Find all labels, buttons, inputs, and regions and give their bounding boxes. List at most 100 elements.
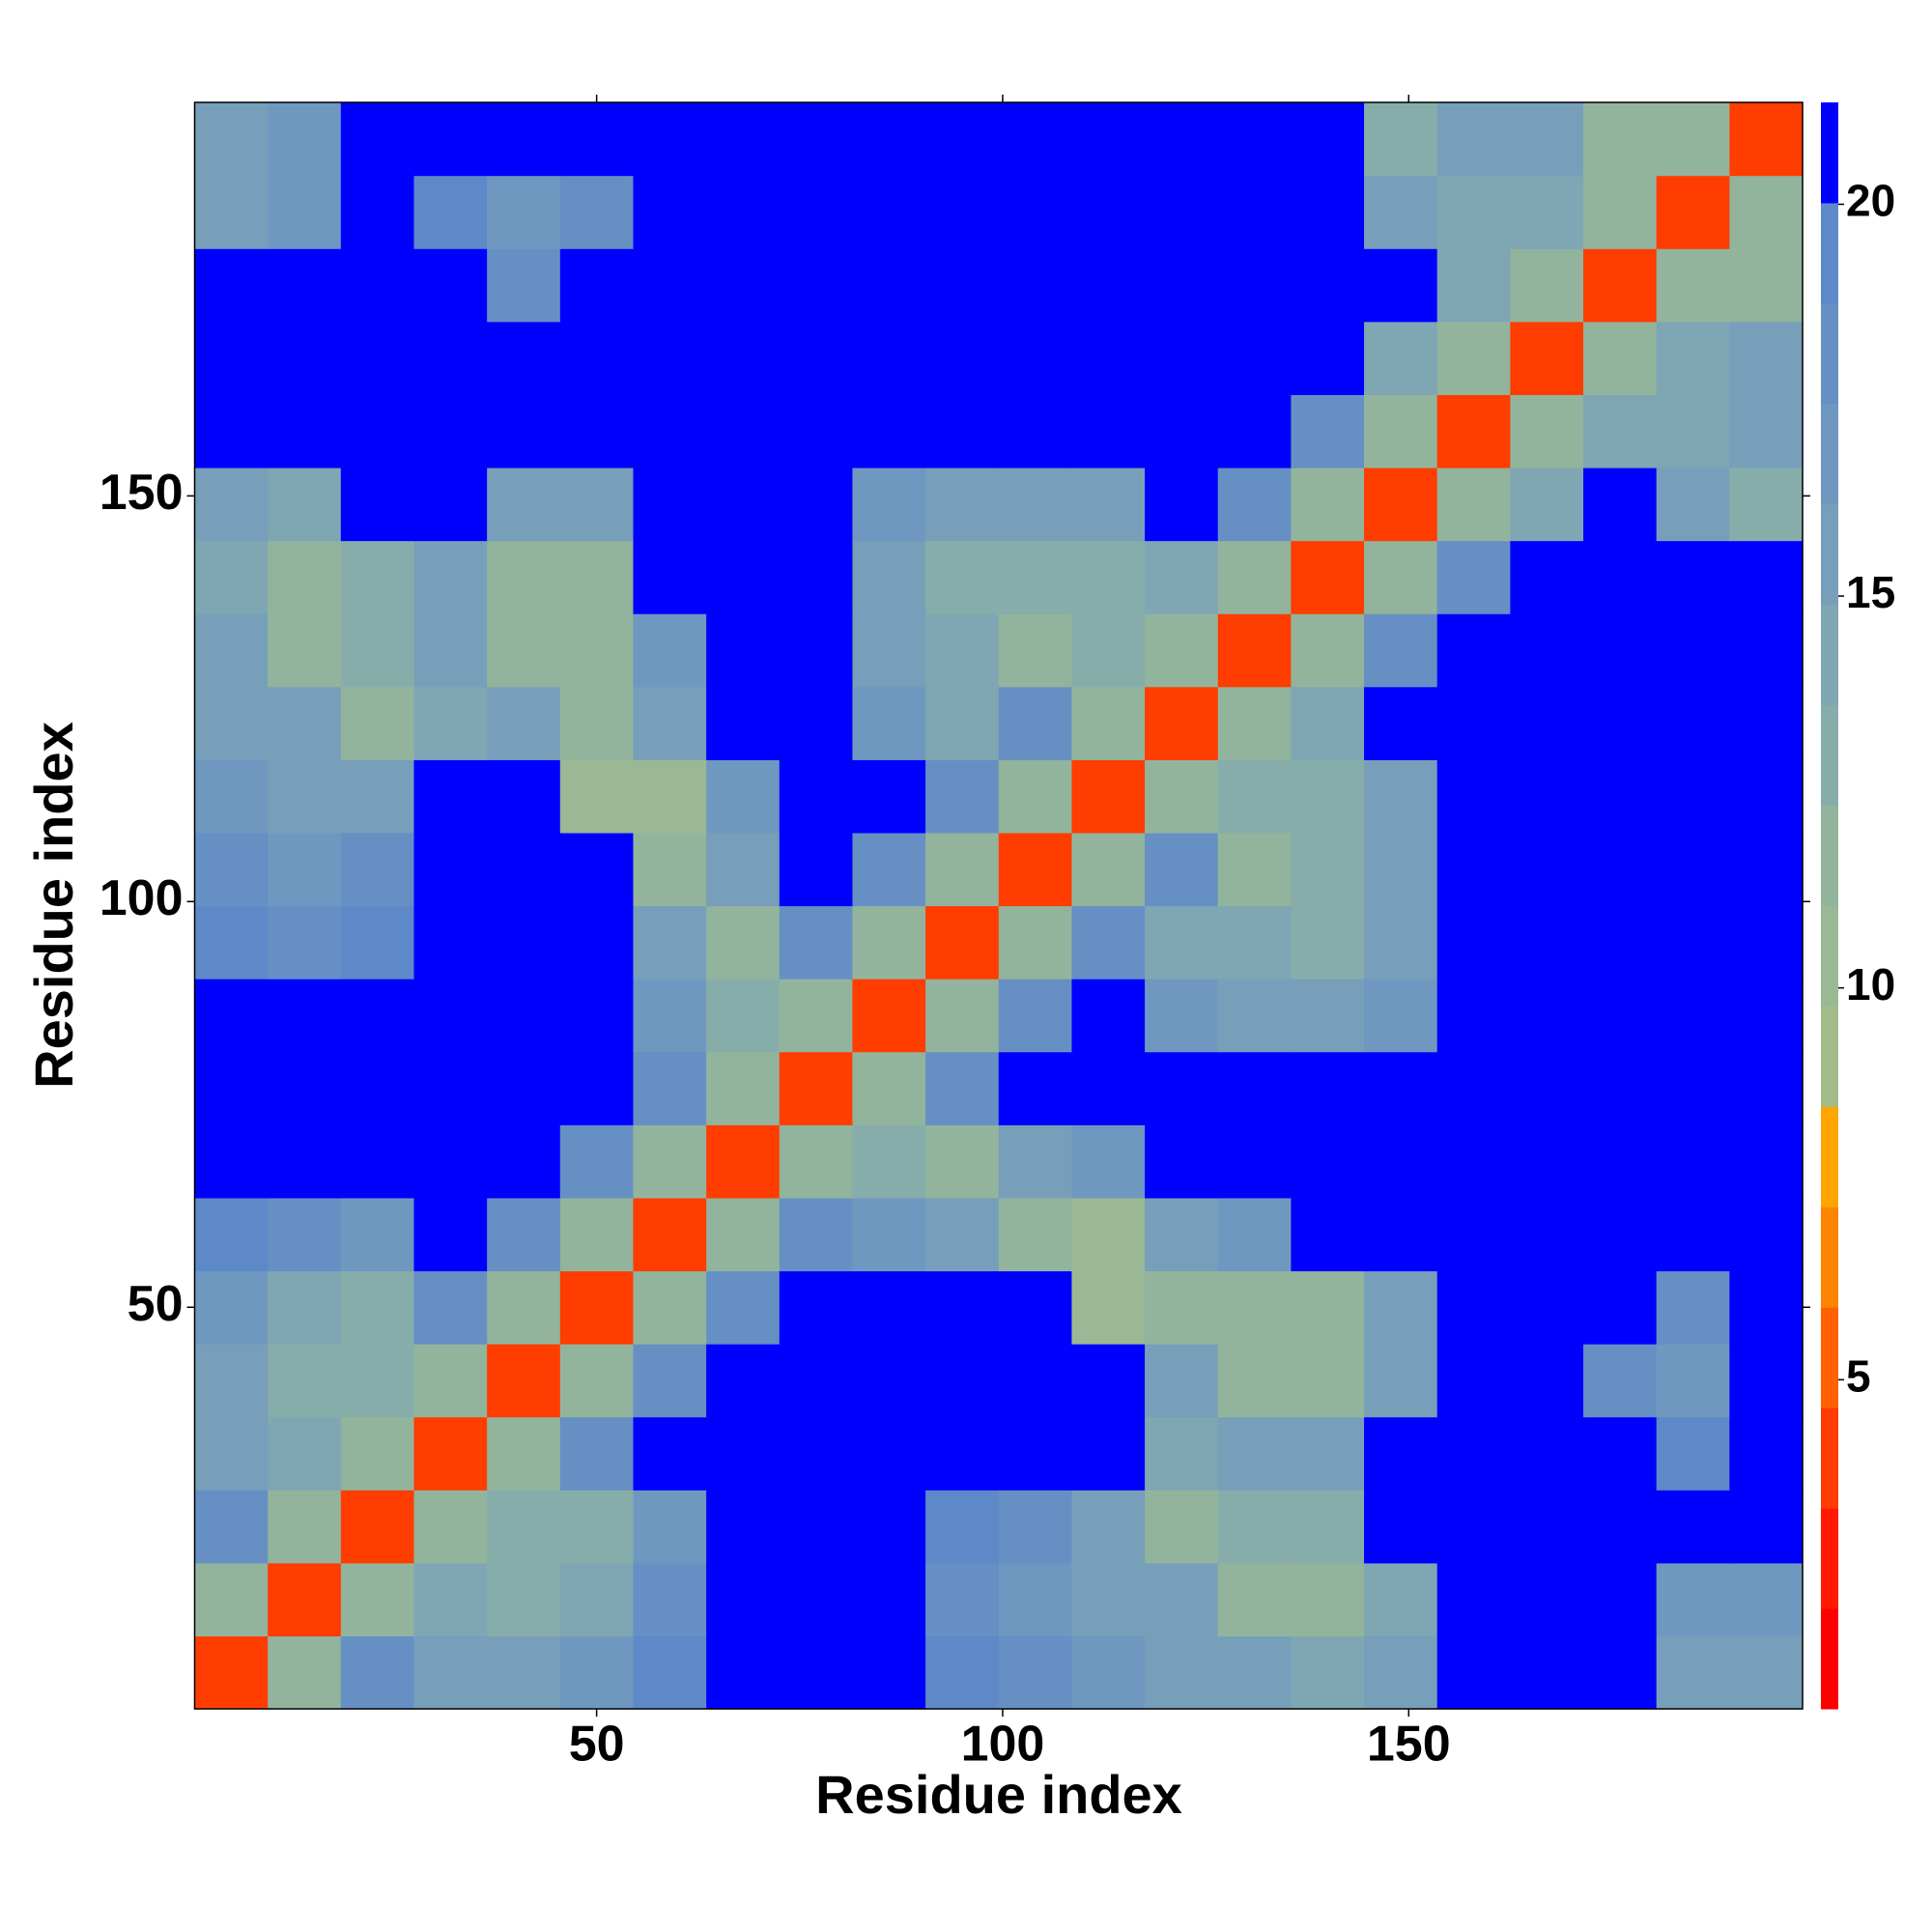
heatmap-cell <box>413 905 488 980</box>
heatmap-cell <box>1583 1562 1658 1637</box>
heatmap-cell <box>852 1562 926 1637</box>
heatmap-cell <box>779 321 854 395</box>
heatmap-cell <box>1436 613 1511 688</box>
heatmap-cell <box>1436 175 1511 249</box>
heatmap-cell <box>1510 759 1584 834</box>
heatmap-cell <box>1656 1490 1730 1564</box>
heatmap-cell <box>1364 1562 1438 1637</box>
heatmap-cell <box>633 1270 707 1345</box>
heatmap-cell <box>1217 1197 1292 1272</box>
heatmap-cell <box>852 613 926 688</box>
heatmap-cell <box>1729 1197 1804 1272</box>
heatmap-cell <box>633 248 707 323</box>
heatmap-cell <box>413 248 488 323</box>
heatmap-cell <box>1364 1197 1438 1272</box>
heatmap-cell <box>559 321 635 395</box>
heatmap-cell <box>1729 832 1804 907</box>
heatmap-cell <box>487 832 561 907</box>
heatmap-cell <box>925 1197 1000 1272</box>
heatmap-cell <box>487 248 561 323</box>
heatmap-cell <box>487 759 561 834</box>
heatmap-cell <box>1217 1562 1292 1637</box>
heatmap-cell <box>268 102 342 177</box>
heatmap-cell <box>1510 467 1584 542</box>
heatmap-cell <box>633 467 707 542</box>
heatmap-cell <box>194 1490 269 1564</box>
heatmap-cell <box>779 1124 854 1199</box>
heatmap-cell <box>194 979 269 1053</box>
heatmap-cell <box>1364 1051 1438 1125</box>
heatmap-cell <box>268 321 342 395</box>
heatmap-cell <box>852 1124 926 1199</box>
heatmap-cell <box>1145 102 1219 177</box>
heatmap-cell <box>779 540 854 614</box>
heatmap-cell <box>1510 1562 1584 1637</box>
heatmap-cell <box>413 979 488 1053</box>
heatmap-cell <box>413 102 488 177</box>
heatmap-cell <box>706 1197 781 1272</box>
heatmap-cell <box>925 1562 1000 1637</box>
heatmap-cell <box>925 1635 1000 1710</box>
heatmap-cell <box>487 1490 561 1564</box>
heatmap-cell <box>1510 905 1584 980</box>
heatmap-cell <box>1364 540 1438 614</box>
heatmap-cell <box>1291 321 1365 395</box>
heatmap-cell <box>1217 248 1292 323</box>
heatmap-cell <box>1071 540 1146 614</box>
heatmap-cell <box>1436 1197 1511 1272</box>
heatmap-cell <box>779 1562 854 1637</box>
heatmap-cell <box>1145 175 1219 249</box>
heatmap-cell <box>633 759 707 834</box>
heatmap-cell <box>925 1416 1000 1491</box>
heatmap-cell <box>194 248 269 323</box>
heatmap-cell <box>1656 905 1730 980</box>
heatmap-cell <box>1217 467 1292 542</box>
heatmap-cell <box>194 613 269 688</box>
heatmap-cell <box>1510 1344 1584 1418</box>
colorbar-tick-label: 15 <box>1846 567 1895 617</box>
heatmap-cell <box>779 248 854 323</box>
heatmap-cell <box>1583 467 1658 542</box>
heatmap-cell <box>1145 1051 1219 1125</box>
heatmap-cell <box>1291 248 1365 323</box>
heatmap-cell <box>706 1051 781 1125</box>
heatmap-cell <box>194 175 269 249</box>
heatmap-cell <box>1291 1197 1365 1272</box>
heatmap-cell <box>925 321 1000 395</box>
heatmap-cell <box>633 175 707 249</box>
heatmap-cell <box>1217 1635 1292 1710</box>
heatmap-cell <box>487 1562 561 1637</box>
colorbar-tick-label: 20 <box>1846 176 1895 226</box>
heatmap-cell <box>1656 1344 1730 1418</box>
heatmap-cell <box>559 1051 635 1125</box>
heatmap-cell <box>852 1270 926 1345</box>
heatmap-cell <box>633 1051 707 1125</box>
heatmap-cell <box>925 467 1000 542</box>
heatmap-cell <box>268 1197 342 1272</box>
heatmap-cell <box>487 540 561 614</box>
heatmap-cell <box>998 175 1073 249</box>
heatmap-cell <box>268 1490 342 1564</box>
heatmap-cell <box>559 394 635 469</box>
heatmap-cell <box>1071 686 1146 760</box>
y-axis-title: Residue index <box>23 722 84 1089</box>
heatmap-cell <box>1364 613 1438 688</box>
heatmap-cell <box>194 467 269 542</box>
heatmap-cell <box>1583 686 1658 760</box>
heatmap-cell <box>925 248 1000 323</box>
heatmap-cell <box>1436 979 1511 1053</box>
heatmap-cell <box>1583 1197 1658 1272</box>
heatmap-cell <box>852 759 926 834</box>
heatmap-cell <box>413 1416 488 1491</box>
heatmap-cell <box>1656 1270 1730 1345</box>
heatmap-cell <box>1364 394 1438 469</box>
heatmap-cell <box>998 394 1073 469</box>
heatmap-cell <box>1510 832 1584 907</box>
heatmap-cell <box>852 832 926 907</box>
heatmap-cell <box>633 1635 707 1710</box>
heatmap-cell <box>852 248 926 323</box>
heatmap-cell <box>1071 759 1146 834</box>
heatmap-cell <box>1656 248 1730 323</box>
heatmap-cell <box>1071 1635 1146 1710</box>
heatmap-cell <box>413 1635 488 1710</box>
